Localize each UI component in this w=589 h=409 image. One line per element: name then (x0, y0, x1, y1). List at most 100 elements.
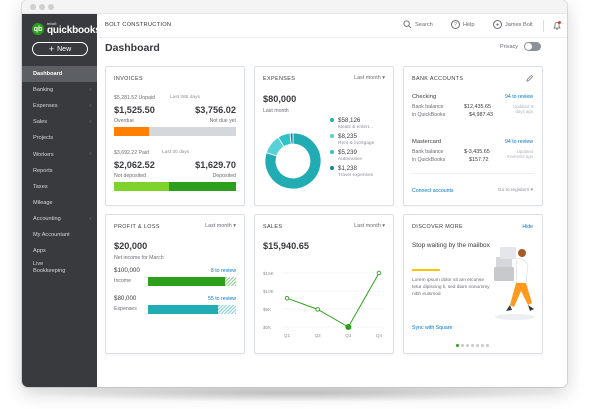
invoices-notdue-amount[interactable]: $3,756.02 (195, 105, 236, 115)
expenses-card: EXPENSES Last month ▾ $80,000 Last month… (254, 66, 394, 206)
privacy-toggle[interactable] (524, 42, 541, 51)
sidebar-item-apps[interactable]: Apps (22, 243, 97, 259)
sidebar-item-banking[interactable]: Banking › (22, 82, 97, 98)
sales-data-point[interactable] (315, 307, 320, 312)
sales-y-tick-label: $5K (263, 307, 272, 312)
invoices-unpaid-bar[interactable] (114, 127, 236, 136)
expenses-period-dropdown[interactable]: Last month ▾ (354, 75, 385, 81)
search-label: Search (415, 21, 433, 28)
bank-accounts-title: BANK ACCOUNTS (412, 76, 464, 82)
go-to-registers-dropdown[interactable]: Go to registers ▾ (498, 188, 533, 193)
invoices-paid-bar[interactable] (114, 182, 236, 191)
sales-y-tick-label: $0K (263, 325, 272, 330)
pencil-icon[interactable] (526, 75, 533, 82)
invoices-deposited-label: Deposited (212, 173, 236, 179)
profit-loss-period-dropdown[interactable]: Last month ▾ (205, 223, 236, 229)
quickbooks-balance-value: $157.72 (469, 157, 489, 163)
income-review-link[interactable]: 8 to review (210, 268, 236, 274)
bank-balance-label: Bank balance (412, 104, 444, 110)
sidebar-item-projects[interactable]: Projects (22, 130, 97, 146)
expenses-legend-amount[interactable]: $1,238 (338, 165, 357, 172)
profit-loss-card: PROFIT & LOSS Last month ▾ $20,000 Net i… (105, 214, 245, 354)
sidebar-item-label: Mileage (33, 199, 53, 206)
quickbooks-logo[interactable]: qb intuit quickbooks (32, 18, 101, 40)
pager-dot[interactable] (456, 344, 459, 347)
sidebar-item-live-bookkeeping[interactable]: Live Bookkeeping (22, 259, 97, 281)
pl-expenses-amount: $80,000 (114, 295, 137, 302)
pager-dot[interactable] (466, 344, 469, 347)
chevron-right-icon: › (89, 215, 91, 222)
bank-account-name[interactable]: Checking (412, 94, 437, 100)
expenses-donut-chart[interactable] (263, 131, 323, 191)
sales-card: SALES Last month ▾ $15,940.65 $15K $10K $5… (254, 214, 394, 354)
expenses-legend-label: Rent & mortgage (338, 141, 375, 146)
sidebar-item-dashboard[interactable]: Dashboard (22, 66, 97, 83)
user-menu[interactable]: ● James Bolt (493, 20, 533, 29)
help-label: Help (463, 21, 475, 28)
connect-accounts-link[interactable]: Connect accounts (412, 188, 454, 194)
sidebar-item-taxes[interactable]: Taxes (22, 179, 97, 195)
sidebar-item-reports[interactable]: Reports (22, 163, 97, 179)
sidebar-item-sales[interactable]: Sales › (22, 114, 97, 130)
chevron-down-icon: ▾ (382, 75, 385, 81)
expenses-review-link[interactable]: 55 to review (208, 296, 236, 302)
pager-dot[interactable] (476, 344, 479, 347)
plus-icon: + (48, 43, 55, 54)
income-amount: $100,000 (114, 267, 140, 274)
sales-data-point[interactable] (345, 323, 352, 331)
chevron-down-icon: ▾ (530, 188, 533, 193)
income-bar[interactable] (148, 277, 236, 286)
sales-data-point[interactable] (376, 270, 382, 276)
search-button[interactable]: Search (403, 20, 433, 29)
window-close-dot[interactable] (30, 4, 36, 10)
sidebar-item-label: Sales (33, 119, 47, 126)
notification-bell-icon[interactable] (553, 21, 561, 30)
hide-link[interactable]: Hide (522, 224, 533, 230)
sidebar-item-label: Reports (33, 167, 53, 174)
sales-period-dropdown[interactable]: Last month ▾ (354, 223, 385, 229)
sidebar-item-workers[interactable]: Workers › (22, 146, 97, 162)
expenses-legend-amount[interactable]: $8,235 (338, 133, 357, 140)
chevron-right-icon: › (89, 87, 91, 94)
invoices-overdue-amount[interactable]: $1,525.50 (114, 105, 155, 115)
bank-balance-value: $-3,435.65 (464, 149, 490, 155)
expenses-donut-slice[interactable] (289, 132, 294, 145)
bank-account-name[interactable]: Mastercard (412, 139, 441, 145)
expenses-legend-amount[interactable]: $58,126 (338, 117, 361, 124)
expenses-legend-label: Meals & entert... (338, 125, 373, 130)
invoices-overdue-segment[interactable] (114, 127, 150, 136)
bank-review-link[interactable]: 94 to review (505, 94, 533, 100)
user-icon: ● (493, 20, 502, 29)
sales-line-chart[interactable]: $15K $10K $5K $0K Q1 Q2 Q3 Q4 (259, 265, 391, 345)
sidebar-nav: Dashboard Banking › Expenses › Sales › Projects… (22, 66, 97, 281)
expenses-donut-slice[interactable] (264, 132, 322, 190)
pager-dot[interactable] (481, 344, 484, 347)
bank-review-link[interactable]: 94 to review (505, 139, 533, 145)
bank-accounts-card: BANK ACCOUNTS Checking 94 to review Bank b… (403, 66, 543, 206)
expenses-bar-fill (148, 305, 219, 314)
invoices-unpaid-summary: $5,281.52 Unpaid (114, 95, 155, 101)
sidebar-item-accounting[interactable]: Accounting › (22, 211, 97, 227)
window-maximize-dot[interactable] (48, 4, 54, 10)
help-button[interactable]: ? Help (451, 20, 475, 29)
go-to-registers-label: Go to registers (497, 188, 530, 193)
sales-data-point[interactable] (284, 295, 290, 301)
window-minimize-dot[interactable] (39, 4, 45, 10)
chevron-down-icon: ▾ (382, 223, 385, 229)
sidebar-item-mileage[interactable]: Mileage (22, 195, 97, 211)
sidebar-item-expenses[interactable]: Expenses › (22, 98, 97, 114)
expenses-bar[interactable] (148, 305, 236, 314)
invoices-deposited-amount[interactable]: $1,629.70 (195, 160, 236, 170)
sidebar-item-label: Live Bookkeeping (33, 261, 66, 275)
invoices-notdeposited-segment[interactable] (114, 182, 169, 191)
sync-with-square-link[interactable]: Sync with Square (412, 325, 453, 331)
pager-dot[interactable] (486, 344, 489, 347)
pager-dot[interactable] (461, 344, 464, 347)
pager-dot[interactable] (471, 344, 474, 347)
sidebar-item-my-accountant[interactable]: My Accountant (22, 227, 97, 243)
quickbooks-balance-label: in QuickBooks (412, 112, 446, 118)
new-button[interactable]: + New (32, 42, 88, 56)
expenses-legend-amount[interactable]: $5,239 (338, 149, 357, 156)
invoices-notdeposited-amount[interactable]: $2,062.52 (114, 160, 155, 170)
sidebar-item-label: Apps (33, 248, 46, 255)
